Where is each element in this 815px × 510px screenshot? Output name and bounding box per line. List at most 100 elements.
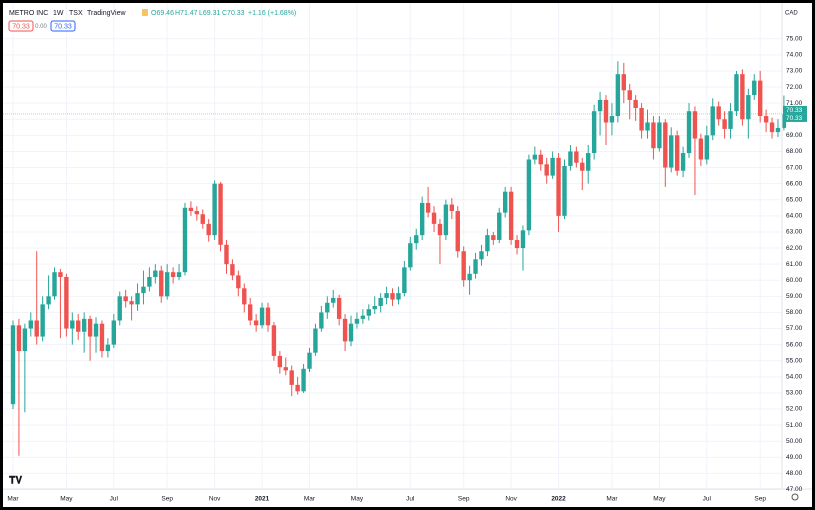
candle-body [248,304,253,321]
candle-body [28,320,33,329]
candle-body [556,157,561,216]
candle-body [716,106,721,120]
candle-body [449,204,455,212]
bid[interactable]: 70.33 [12,23,30,30]
y-tick-label: 67.00 [786,164,803,171]
candle-body [414,235,419,244]
bid-box[interactable] [8,20,34,32]
x-tick-label: Sep [754,496,766,503]
candle-body [437,223,443,236]
candle-body [603,99,609,123]
y-tick-label: 66.00 [786,180,803,187]
candle-body [396,293,401,300]
symbol: METRO INC [9,10,48,17]
candle-body [271,325,277,356]
candle-body [568,151,573,166]
y-tick-label: 47.00 [786,486,803,493]
candle-body [182,207,188,273]
candle-body [651,122,656,149]
y-tick-label: 63.00 [786,229,803,236]
candle-body [686,111,692,154]
logo: 𝐓𝐕 [9,475,22,487]
candle-body [680,153,686,171]
candle-body [763,116,769,123]
header: METRO INC 1W TSX TradingView O69.46 H71.… [8,9,798,32]
spread: 0.00 [35,24,47,30]
y-tick-label: 75.00 [786,35,803,42]
candle-body [562,165,567,216]
candle-body [710,106,715,136]
ohlc-high: H71.47 [175,10,198,17]
ohlc-low: L69.31 [199,10,221,17]
candle-body [591,111,597,154]
y-tick-label: 74.00 [786,52,803,59]
candle-body [164,272,170,297]
settings-icon[interactable] [791,493,799,501]
y-tick-label: 60.00 [786,277,803,284]
x-tick-label: May [351,496,364,503]
candle-body [153,270,158,278]
candle-body [354,318,360,324]
chart: METRO INC 1W TSX TradingView O69.46 H71.… [3,3,812,503]
x-tick-label: May [60,496,73,503]
candle-body [81,318,87,332]
exchange: TSX [69,10,83,17]
x-tick-label: Sep [161,496,173,503]
source: TradingView [87,10,126,17]
ask[interactable]: 70.33 [54,23,72,30]
candle-body [64,277,69,329]
candle-body [46,296,51,305]
candle-body [289,370,294,385]
y-tick-label: 61.00 [786,261,803,268]
candle-body [200,214,205,224]
candle-body [313,328,318,353]
candle-body [514,239,520,249]
candle-body [502,191,508,213]
candle-body [550,157,555,176]
candle-body [176,272,182,278]
candle-body [342,318,348,342]
x-tick-label: Nov [209,496,221,503]
price-tag-label: 70.33 [786,107,803,114]
candle-body [508,191,514,240]
y-tick-label: 73.00 [786,68,803,75]
candle-body [336,297,342,319]
y-tick-label: 54.00 [786,374,803,381]
y-tick-label: 68.00 [786,148,803,155]
candle-body [212,183,217,236]
y-tick-label: 50.00 [786,438,803,445]
candle-body [366,309,371,316]
candle-body [259,307,265,326]
candle-body [538,154,543,165]
y-tick-label: 69.00 [786,132,803,139]
candle-body [586,153,591,171]
candle-body [111,320,117,345]
candle-body [544,164,549,176]
interval: 1W [53,10,64,17]
x-tick-label: Jul [110,496,119,503]
candle-body [188,207,194,212]
candle-body [384,293,389,298]
candle-body [757,80,763,117]
candle-body [580,162,585,171]
candle-body [633,99,638,108]
candle-body [301,368,306,392]
candle-body [16,325,22,352]
y-tick-label: 51.00 [786,422,803,429]
price-tag [783,105,807,114]
status-icon [142,9,148,16]
ask-box[interactable] [50,20,76,32]
change: +1.16 (+1.68%) [248,10,296,17]
y-tick-label: 48.00 [786,470,803,477]
candle-body [253,320,259,326]
candle-body [674,135,680,171]
candle-body [218,183,223,245]
candle-body [497,212,502,240]
currency[interactable]: CAD [785,11,798,17]
y-tick-label: 53.00 [786,390,803,397]
candle-body [206,223,211,236]
candle-body [473,259,478,274]
candle-body [147,277,152,287]
x-tick-label: Mar [304,496,316,503]
candle-body [295,384,300,392]
